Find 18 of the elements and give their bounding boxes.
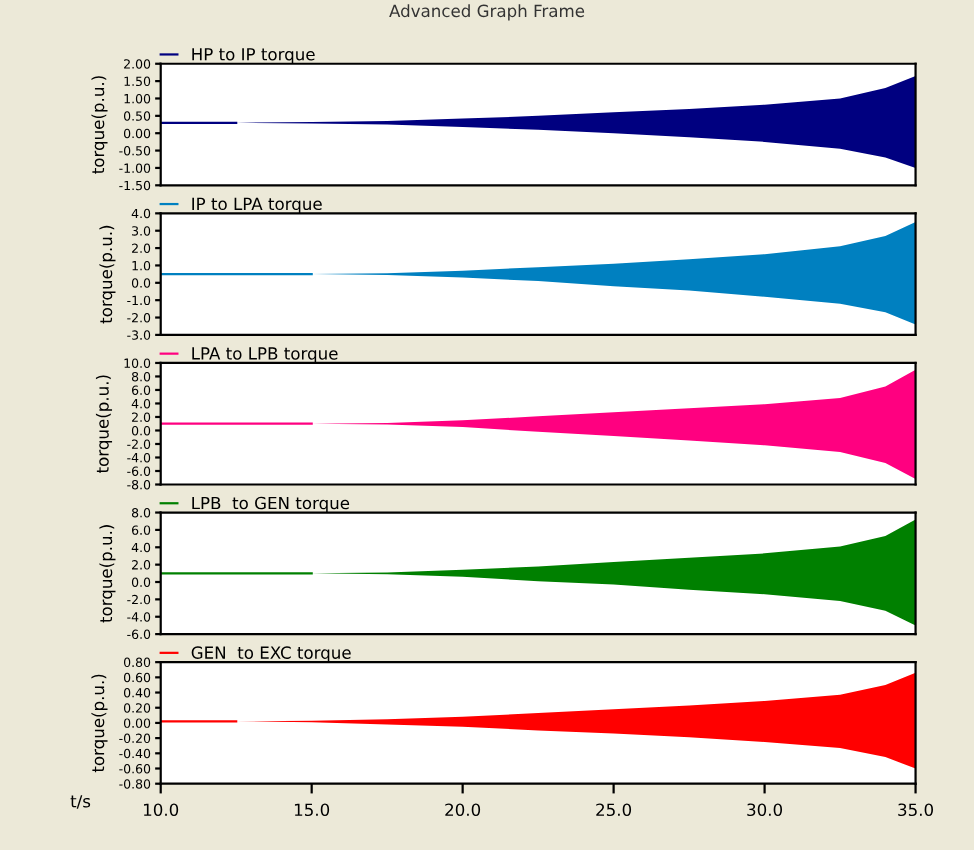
x-axis-title: t/s [70,795,91,809]
text: LPA to LPB torque [192,347,338,363]
x-tick-label: 20.0 [445,803,481,817]
text: LPB to GEN torque [192,496,350,513]
x-tick-label: 10.0 [143,803,179,817]
x-tick-label: 15.0 [294,803,330,817]
y-axis-title: torque(p.u.) [95,375,113,473]
x-tick-label: 25.0 [596,803,632,817]
text: HP to IP torque [192,48,315,64]
text: GEN to EXC torque [191,646,351,663]
text: IP to LPA torque [192,197,322,214]
y-axis-title: torque(p.u.) [99,525,116,623]
x-tick-label: 35.0 [898,803,934,817]
y-axis-title: torque(p.u.) [99,225,116,324]
chart-title: Advanced Graph Frame [389,4,585,21]
x-tick-label: 30.0 [747,803,783,817]
y-axis-title: torque(p.u.) [91,674,108,773]
y-axis-title: torque(p.u.) [91,76,108,174]
